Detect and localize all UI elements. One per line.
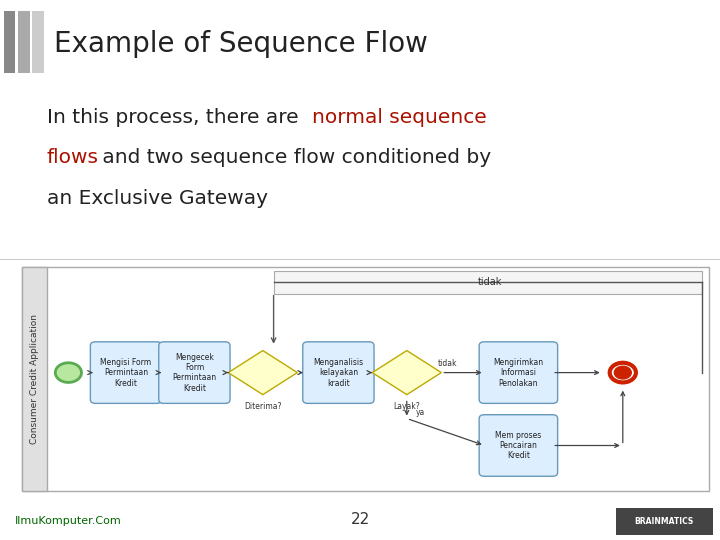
Text: Diterima?: Diterima? bbox=[244, 402, 282, 411]
Bar bbox=[616, 508, 713, 535]
Polygon shape bbox=[228, 350, 297, 395]
Text: and two sequence flow conditioned by: and two sequence flow conditioned by bbox=[96, 148, 491, 167]
Circle shape bbox=[55, 363, 81, 382]
Text: BRAINMATICS: BRAINMATICS bbox=[634, 517, 694, 525]
Text: Mem proses
Pencairan
Kredit: Mem proses Pencairan Kredit bbox=[495, 430, 541, 461]
Text: 22: 22 bbox=[351, 511, 369, 526]
Text: IlmuKomputer.Com: IlmuKomputer.Com bbox=[14, 516, 121, 526]
Bar bbox=[22, 267, 47, 491]
Text: an Exclusive Gateway: an Exclusive Gateway bbox=[47, 189, 268, 208]
Text: tidak: tidak bbox=[438, 359, 457, 368]
Text: Mengisi Form
Permintaan
Kredit: Mengisi Form Permintaan Kredit bbox=[100, 357, 152, 388]
Polygon shape bbox=[372, 350, 441, 395]
Text: Consumer Credit Application: Consumer Credit Application bbox=[30, 314, 39, 444]
Bar bbox=[4, 11, 15, 73]
FancyBboxPatch shape bbox=[480, 342, 557, 403]
Text: Mengirimkan
Informasi
Penolakan: Mengirimkan Informasi Penolakan bbox=[493, 357, 544, 388]
FancyBboxPatch shape bbox=[480, 415, 557, 476]
Text: Mengecek
Form
Permintaan
Kredit: Mengecek Form Permintaan Kredit bbox=[172, 353, 217, 393]
Text: normal sequence: normal sequence bbox=[312, 108, 487, 127]
Circle shape bbox=[610, 363, 636, 382]
Bar bbox=[32, 11, 44, 73]
FancyBboxPatch shape bbox=[158, 342, 230, 403]
Text: ya: ya bbox=[415, 408, 425, 417]
Circle shape bbox=[614, 366, 631, 379]
Text: ya: ya bbox=[302, 364, 312, 373]
Text: In this process, there are: In this process, there are bbox=[47, 108, 305, 127]
FancyBboxPatch shape bbox=[302, 342, 374, 403]
Text: Menganalisis
kelayakan
kradit: Menganalisis kelayakan kradit bbox=[313, 357, 364, 388]
Bar bbox=[22, 267, 709, 491]
Bar bbox=[18, 11, 30, 73]
Text: flows: flows bbox=[47, 148, 99, 167]
Bar bbox=[274, 271, 702, 294]
Text: Example of Sequence Flow: Example of Sequence Flow bbox=[54, 30, 428, 58]
Text: Layak?: Layak? bbox=[393, 402, 420, 411]
FancyBboxPatch shape bbox=[90, 342, 161, 403]
Text: tidak: tidak bbox=[477, 277, 502, 287]
